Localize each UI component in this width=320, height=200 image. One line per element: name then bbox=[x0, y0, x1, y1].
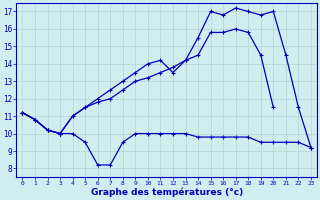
X-axis label: Graphe des températures (°c): Graphe des températures (°c) bbox=[91, 188, 243, 197]
